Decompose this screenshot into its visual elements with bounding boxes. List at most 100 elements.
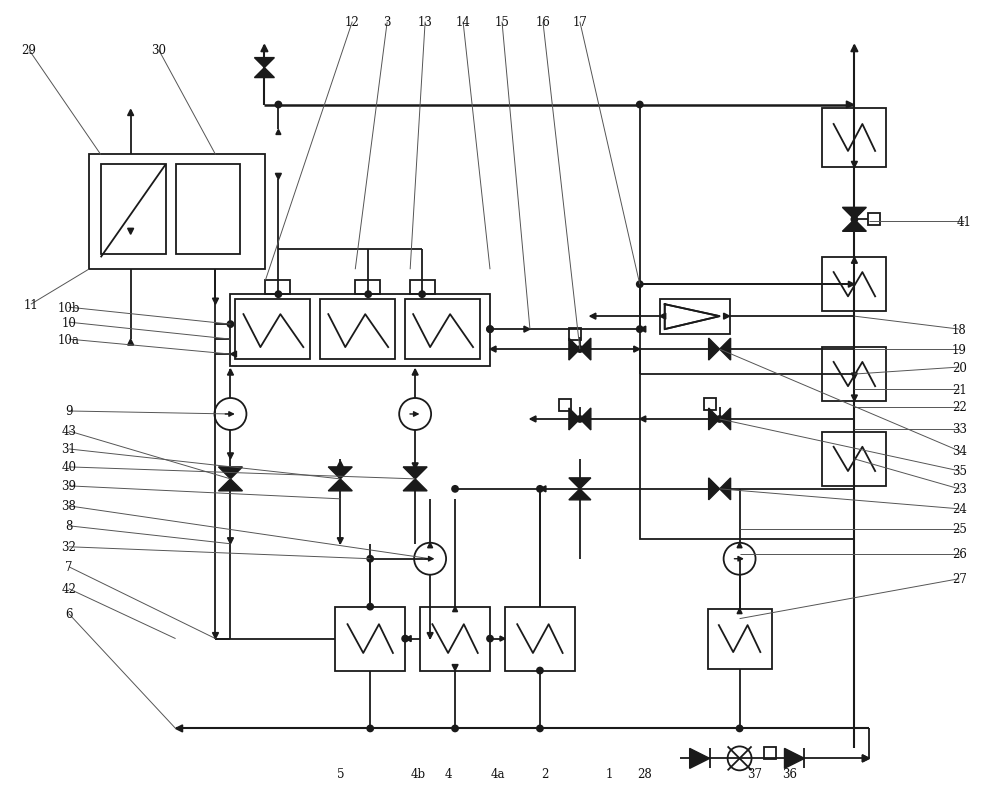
Polygon shape — [569, 478, 591, 489]
Text: 30: 30 — [151, 44, 166, 57]
Polygon shape — [862, 755, 869, 762]
Text: 40: 40 — [61, 461, 76, 474]
Text: 32: 32 — [61, 541, 76, 553]
Bar — [420, 607, 490, 670]
Circle shape — [851, 217, 857, 223]
Text: 2: 2 — [541, 767, 549, 780]
Polygon shape — [500, 636, 505, 642]
Bar — [660, 300, 730, 334]
Text: 17: 17 — [572, 16, 587, 29]
Text: 31: 31 — [61, 443, 76, 456]
Polygon shape — [230, 351, 236, 358]
Circle shape — [637, 326, 643, 333]
Text: 3: 3 — [383, 16, 391, 29]
Text: 37: 37 — [747, 767, 762, 780]
Polygon shape — [714, 486, 720, 492]
Text: 35: 35 — [952, 465, 967, 478]
Circle shape — [365, 292, 371, 298]
Bar — [559, 399, 571, 411]
Bar — [764, 747, 776, 759]
Bar — [569, 329, 581, 341]
Polygon shape — [254, 68, 274, 79]
Bar — [405, 300, 480, 359]
Polygon shape — [227, 370, 233, 375]
Text: 21: 21 — [952, 383, 967, 396]
Circle shape — [487, 326, 493, 333]
Polygon shape — [660, 314, 666, 320]
Bar — [868, 214, 880, 226]
Circle shape — [577, 416, 583, 423]
Polygon shape — [720, 478, 731, 500]
Circle shape — [452, 486, 458, 492]
Polygon shape — [725, 346, 731, 353]
Circle shape — [367, 726, 373, 731]
Text: 4b: 4b — [411, 767, 426, 780]
Text: 26: 26 — [952, 548, 967, 561]
Polygon shape — [337, 538, 343, 544]
Text: 34: 34 — [952, 445, 967, 458]
Polygon shape — [412, 370, 418, 375]
Text: 15: 15 — [495, 16, 509, 29]
Bar — [355, 281, 380, 295]
Polygon shape — [634, 346, 640, 353]
Polygon shape — [709, 338, 720, 361]
Text: 22: 22 — [952, 401, 967, 414]
Polygon shape — [540, 486, 546, 492]
Polygon shape — [212, 633, 218, 638]
Polygon shape — [569, 338, 580, 361]
Polygon shape — [490, 346, 496, 353]
Circle shape — [717, 416, 723, 423]
Polygon shape — [453, 607, 458, 612]
Polygon shape — [569, 408, 580, 431]
Polygon shape — [128, 229, 134, 235]
Bar — [410, 281, 435, 295]
Bar — [176, 165, 240, 255]
Polygon shape — [212, 299, 218, 305]
Text: 23: 23 — [952, 483, 967, 496]
Circle shape — [275, 292, 281, 298]
Text: 10b: 10b — [57, 302, 80, 314]
Circle shape — [537, 726, 543, 731]
Text: 36: 36 — [782, 767, 797, 780]
Text: 5: 5 — [337, 767, 344, 780]
Polygon shape — [720, 408, 731, 431]
Text: 29: 29 — [21, 44, 36, 57]
Polygon shape — [412, 485, 418, 492]
Polygon shape — [709, 408, 720, 431]
Circle shape — [487, 326, 493, 333]
Polygon shape — [261, 46, 268, 53]
Text: 9: 9 — [65, 405, 72, 418]
Bar — [335, 607, 405, 670]
Polygon shape — [405, 636, 411, 642]
Polygon shape — [842, 220, 866, 232]
Polygon shape — [412, 464, 418, 469]
Circle shape — [737, 726, 743, 731]
Polygon shape — [275, 174, 281, 180]
Polygon shape — [276, 130, 281, 136]
Polygon shape — [403, 468, 427, 480]
Text: 1: 1 — [606, 767, 613, 780]
Text: 12: 12 — [345, 16, 360, 29]
Polygon shape — [128, 111, 134, 116]
Bar — [235, 300, 310, 359]
Bar — [320, 300, 395, 359]
Polygon shape — [218, 468, 242, 480]
Text: 41: 41 — [957, 216, 972, 229]
Text: 14: 14 — [456, 16, 471, 29]
Bar — [704, 399, 716, 411]
Polygon shape — [737, 543, 742, 548]
Text: 19: 19 — [952, 343, 967, 356]
Polygon shape — [328, 480, 352, 492]
Polygon shape — [846, 102, 853, 109]
Polygon shape — [640, 326, 646, 333]
Polygon shape — [725, 416, 731, 423]
Polygon shape — [737, 609, 742, 614]
Bar — [505, 607, 575, 670]
Polygon shape — [690, 748, 710, 768]
Text: 33: 33 — [952, 423, 967, 436]
Text: 28: 28 — [637, 767, 652, 780]
Circle shape — [419, 292, 425, 298]
Polygon shape — [569, 489, 591, 500]
Text: 4: 4 — [444, 767, 452, 780]
Circle shape — [402, 636, 408, 642]
